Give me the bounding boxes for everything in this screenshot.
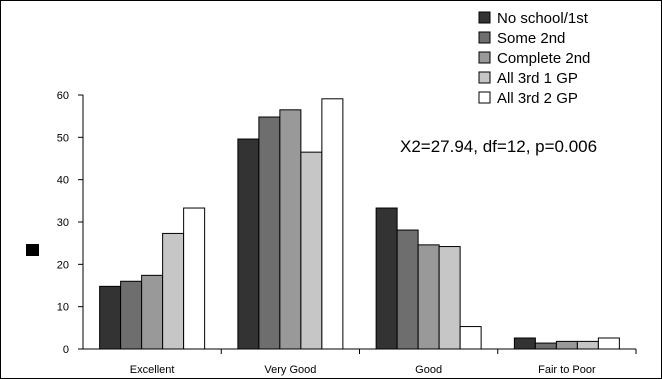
y-tick-label: 20 <box>57 259 69 271</box>
bar <box>438 246 461 350</box>
x-category-label: Very Good <box>264 364 316 376</box>
bar <box>534 342 557 350</box>
y-tick-label: 0 <box>63 344 69 356</box>
legend-swatch <box>478 11 491 24</box>
x-category-label: Good <box>415 364 442 376</box>
legend-label: Some 2nd <box>497 30 565 47</box>
bars <box>99 98 620 350</box>
legend-swatch <box>478 31 491 44</box>
x-category-label: Excellent <box>130 364 175 376</box>
legend-swatch <box>478 71 491 84</box>
x-category-label: Fair to Poor <box>538 364 596 376</box>
bar <box>459 326 482 350</box>
legend-label: Complete 2nd <box>497 50 590 67</box>
y-tick-label: 40 <box>57 175 69 187</box>
legend-label: No school/1st <box>497 10 589 27</box>
bar <box>555 340 578 350</box>
legend-label: All 3rd 2 GP <box>497 90 578 107</box>
bar <box>321 98 344 350</box>
chi-square-annotation: X2=27.94, df=12, p=0.006 <box>400 137 597 156</box>
y-tick-label: 60 <box>57 90 69 102</box>
bar <box>396 229 419 350</box>
legend-swatch <box>478 51 491 64</box>
bar <box>120 280 143 350</box>
bar <box>576 340 599 350</box>
bar <box>597 337 620 350</box>
bar <box>375 207 398 350</box>
bar <box>99 285 122 350</box>
bar <box>141 274 164 350</box>
y-tick-label: 10 <box>57 302 69 314</box>
bar <box>513 337 536 350</box>
legend-label: All 3rd 1 GP <box>497 70 578 87</box>
x-axis: Excellent Very Good Good Fair to Poor <box>83 348 637 376</box>
y-axis-marker-swatch <box>26 244 39 256</box>
bar <box>417 244 440 350</box>
bar <box>258 116 281 350</box>
bar <box>183 207 206 350</box>
bar <box>300 151 323 350</box>
legend-swatch <box>478 91 491 104</box>
bar <box>237 138 260 350</box>
y-tick-label: 50 <box>57 132 69 144</box>
bar <box>162 232 185 350</box>
legend: No school/1st Some 2nd Complete 2nd All 3rd… <box>478 10 590 107</box>
bar <box>279 109 302 350</box>
y-tick-label: 30 <box>57 217 69 229</box>
y-axis: 0 10 20 30 40 50 60 <box>57 90 84 356</box>
